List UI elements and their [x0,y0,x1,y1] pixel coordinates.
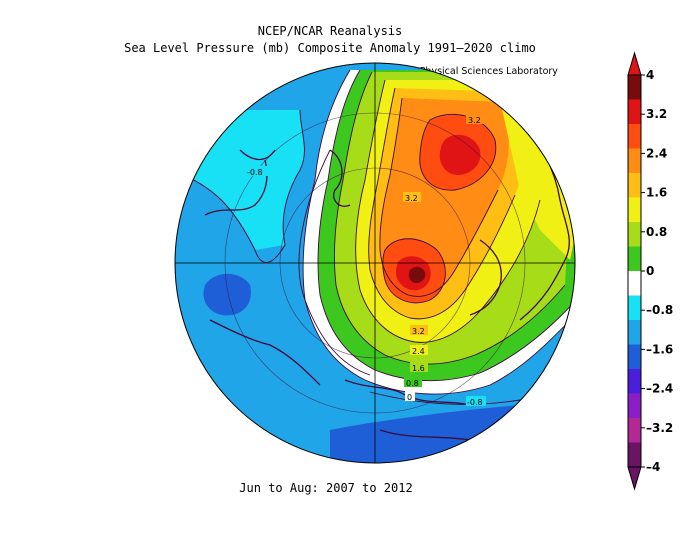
colorbar-tick-label: –2.4 [646,382,673,396]
colorbar-tick-label: 2.4 [646,146,667,160]
colorbar-swatch [628,442,641,468]
colorbar-swatch [628,75,641,100]
contour-label: 3.2 [412,327,425,336]
period-label: Jun to Aug: 2007 to 2012 [239,481,413,495]
colorbar-swatch [628,197,641,223]
contour-label: 2.4 [412,347,425,356]
colorbar-swatch [628,369,641,394]
contour-label: -0.8 [467,398,483,407]
colorbar-swatch [628,295,641,321]
colorbar-swatch [628,246,641,272]
polar-map [175,63,575,463]
colorbar-tick-label: 3.2 [646,107,667,121]
colorbar-tick-label: –0.8 [646,303,673,317]
colorbar-tick-label: –1.6 [646,342,673,356]
strong-negative-region [203,273,251,316]
colorbar-swatch [628,173,641,198]
colorbar-tick-label: –3.2 [646,421,673,435]
contour-label: 0 [407,393,412,402]
colorbar-swatch [628,99,641,125]
colorbar: 4 3.2 2.4 1.6 0.8 0 –0.8 –1.6 –2.4 –3.2 –4 [627,51,673,491]
contour-label: 3.2 [405,194,418,203]
map-boundary [174,62,576,464]
title-line-1: NCEP/NCAR Reanalysis [257,24,403,38]
contour-label: 1.6 [412,364,425,373]
high-peak [408,266,426,284]
colorbar-bottom-arrow [627,466,642,491]
colorbar-tick-label: 1.6 [646,186,667,200]
colorbar-swatch [628,393,641,419]
colorbar-swatch [628,320,641,345]
title-line-2: Sea Level Pressure (mb) Composite Anomal… [124,41,536,55]
colorbar-swatch [628,344,641,370]
colorbar-swatch [628,222,641,247]
colorbar-swatch [628,271,641,296]
colorbar-tick-label: 0 [646,264,654,278]
colorbar-tick-label: 4 [646,68,654,82]
high-core [439,134,481,175]
colorbar-tick-label: 0.8 [646,225,667,239]
colorbar-swatch [628,418,641,443]
colorbar-tick-label: –4 [646,460,660,474]
contour-labels: -0.8 3.2 3.2 3.2 2.4 1.6 0.8 0 -0.8 [244,114,486,407]
contour-label: -0.8 [247,168,263,177]
contour-label: 3.2 [468,116,481,125]
colorbar-top-arrow [627,51,642,76]
colorbar-swatch [628,148,641,174]
contour-label: 0.8 [406,379,419,388]
colorbar-swatch [628,124,641,149]
